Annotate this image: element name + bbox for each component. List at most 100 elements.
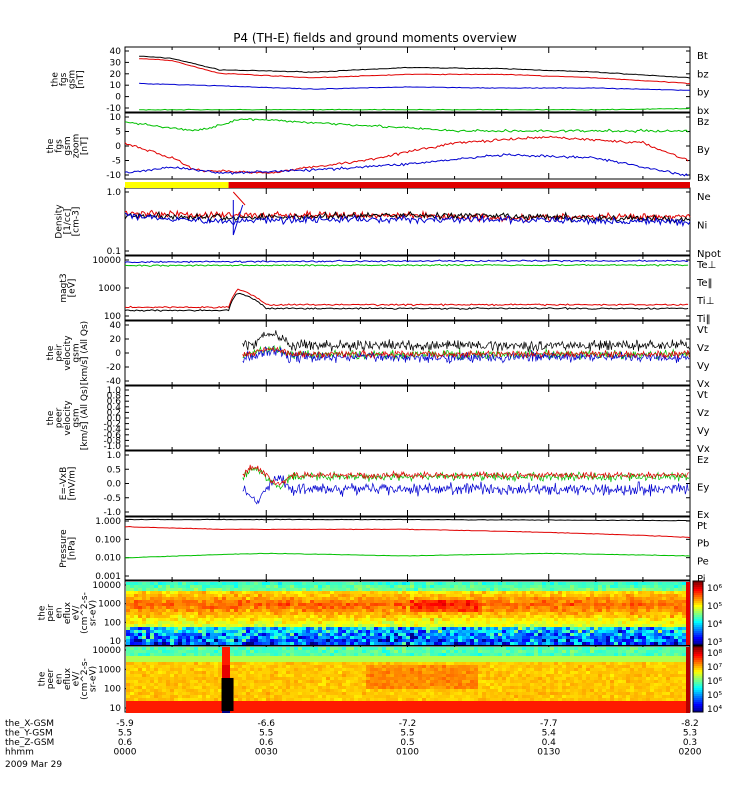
spectrogram-cell bbox=[622, 636, 626, 639]
spectrogram-cell bbox=[658, 609, 662, 612]
spectrogram-cell bbox=[322, 656, 326, 659]
spectrogram-cell bbox=[166, 680, 170, 683]
spectrogram-cell bbox=[306, 659, 310, 662]
spectrogram-cell bbox=[310, 588, 314, 591]
spectrogram-cell bbox=[126, 656, 130, 659]
spectrogram-cell bbox=[406, 624, 410, 627]
spectrogram-cell bbox=[666, 591, 670, 594]
spectrogram-cell bbox=[670, 642, 674, 645]
spectrogram-cell bbox=[602, 621, 606, 624]
spectrogram-cell bbox=[174, 701, 178, 704]
spectrogram-cell bbox=[262, 704, 266, 707]
spectrogram-cell bbox=[298, 591, 302, 594]
spectrogram-cell bbox=[234, 603, 238, 606]
spectrogram-cell bbox=[654, 603, 658, 606]
spectrogram-cell bbox=[494, 594, 498, 597]
spectrogram-cell bbox=[494, 597, 498, 600]
legend-1-2: Bx bbox=[697, 173, 710, 184]
spectrogram-cell bbox=[358, 636, 362, 639]
spectrogram-cell bbox=[494, 642, 498, 645]
spectrogram-cell bbox=[210, 668, 214, 671]
spectrogram-cell bbox=[462, 636, 466, 639]
spectrogram-cell bbox=[454, 585, 458, 588]
spectrogram-cell bbox=[206, 647, 210, 650]
spectrogram-cell bbox=[326, 665, 330, 668]
spectrogram-cell bbox=[210, 647, 214, 650]
spectrogram-cell bbox=[258, 606, 262, 609]
spectrogram-cell bbox=[530, 627, 534, 630]
spectrogram-cell bbox=[386, 695, 390, 698]
spectrogram-cell bbox=[610, 627, 614, 630]
spectrogram-cell bbox=[350, 621, 354, 624]
spectrogram-cell bbox=[186, 665, 190, 668]
spectrogram-cell bbox=[286, 585, 290, 588]
spectrogram-cell bbox=[650, 594, 654, 597]
spectrogram-cell bbox=[458, 624, 462, 627]
spectrogram-cell bbox=[390, 650, 394, 653]
spectrogram-cell bbox=[382, 606, 386, 609]
spectrogram-cell bbox=[414, 636, 418, 639]
spectrogram-cell bbox=[374, 653, 378, 656]
spectrogram-cell bbox=[354, 668, 358, 671]
spectrogram-cell bbox=[294, 692, 298, 695]
spectrogram-cell bbox=[446, 585, 450, 588]
spectrogram-cell bbox=[290, 647, 294, 650]
spectrogram-cell bbox=[446, 636, 450, 639]
spectrogram-cell bbox=[174, 609, 178, 612]
spectrogram-cell bbox=[314, 692, 318, 695]
spectrogram-cell bbox=[642, 612, 646, 615]
spectrogram-cell bbox=[434, 639, 438, 642]
spectrogram-cell bbox=[218, 615, 222, 618]
spectrogram-cell bbox=[190, 650, 194, 653]
spectrogram-cell bbox=[378, 630, 382, 633]
spectrogram-cell bbox=[154, 630, 158, 633]
spectrogram-cell bbox=[166, 621, 170, 624]
spectrogram-cell bbox=[530, 588, 534, 591]
spectrogram-cell bbox=[350, 653, 354, 656]
spectrogram-cell bbox=[154, 704, 158, 707]
spectrogram-cell bbox=[414, 603, 418, 606]
spectrogram-cell bbox=[254, 701, 258, 704]
spectrogram-cell bbox=[570, 603, 574, 606]
spectrogram-cell bbox=[290, 668, 294, 671]
spectrogram-cell bbox=[158, 653, 162, 656]
spectrogram-cell bbox=[330, 707, 334, 710]
spectrogram-cell bbox=[214, 686, 218, 689]
spectrogram-cell bbox=[594, 633, 598, 636]
spectrogram-cell bbox=[454, 624, 458, 627]
spectrogram-cell bbox=[214, 603, 218, 606]
spectrogram-cell bbox=[186, 680, 190, 683]
spectrogram-cell bbox=[174, 627, 178, 630]
spectrogram-cell bbox=[286, 707, 290, 710]
spectrogram-cell bbox=[342, 662, 346, 665]
spectrogram-cell bbox=[542, 633, 546, 636]
spectrogram-cell bbox=[266, 707, 270, 710]
spectrogram-cell bbox=[610, 588, 614, 591]
spectrogram-cell bbox=[398, 686, 402, 689]
spectrogram-cell bbox=[290, 686, 294, 689]
spectrogram-cell bbox=[150, 594, 154, 597]
spectrogram-cell bbox=[278, 615, 282, 618]
spectrogram-cell bbox=[414, 591, 418, 594]
spectrogram-cell bbox=[482, 618, 486, 621]
spectrogram-cell bbox=[666, 642, 670, 645]
spectrogram-cell bbox=[274, 683, 278, 686]
spectrogram-cell bbox=[390, 621, 394, 624]
spectrogram-cell bbox=[430, 633, 434, 636]
spectrogram-cell bbox=[354, 591, 358, 594]
spectrogram-cell bbox=[242, 659, 246, 662]
spectrogram-cell bbox=[306, 707, 310, 710]
spectrogram-cell bbox=[154, 642, 158, 645]
spectrogram-cell bbox=[514, 594, 518, 597]
spectrogram-cell bbox=[166, 704, 170, 707]
spectrogram-cell bbox=[142, 680, 146, 683]
spectrogram-cell bbox=[578, 588, 582, 591]
spectrogram-cell bbox=[350, 650, 354, 653]
spectrogram-cell bbox=[318, 698, 322, 701]
spectrogram-cell bbox=[302, 636, 306, 639]
spectrogram-cell bbox=[650, 612, 654, 615]
spectrogram-cell bbox=[226, 642, 230, 645]
spectrogram-cell bbox=[366, 677, 370, 680]
spectrogram-cell bbox=[682, 603, 686, 606]
spectrogram-cell bbox=[158, 689, 162, 692]
